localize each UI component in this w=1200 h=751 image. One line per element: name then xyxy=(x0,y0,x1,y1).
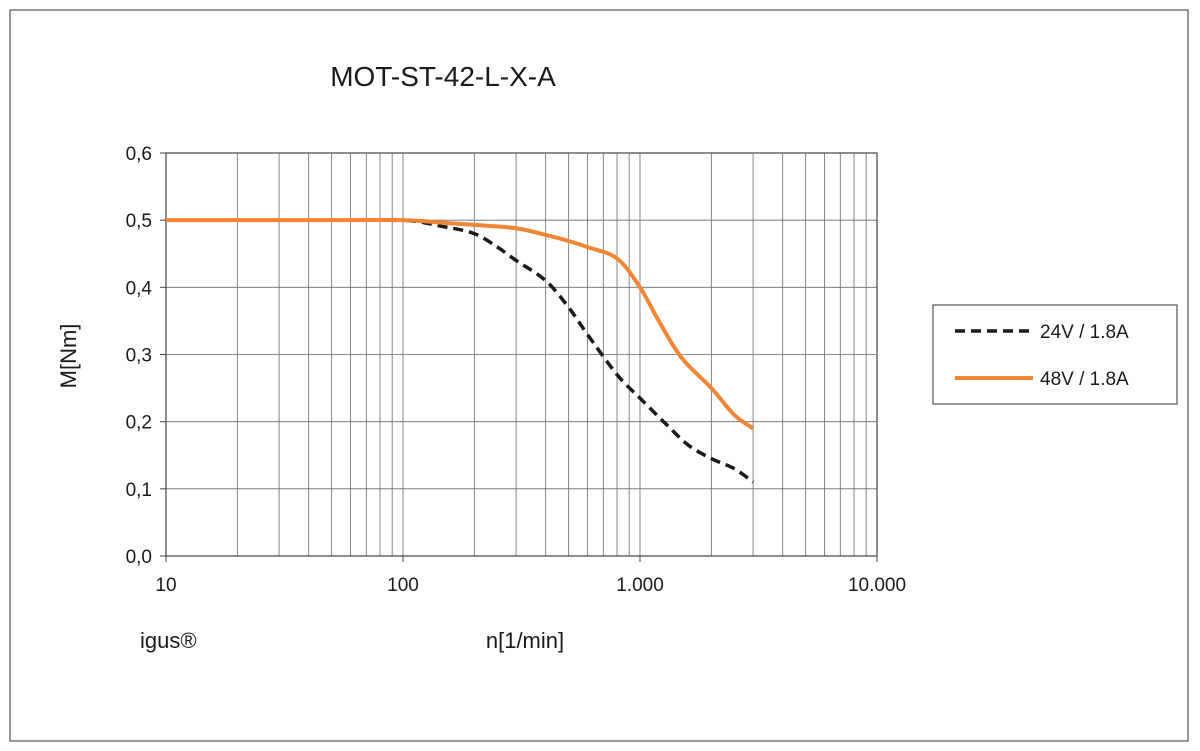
y-tick-label: 0,1 xyxy=(126,480,152,501)
y-tick-label: 0,3 xyxy=(126,346,152,367)
y-tick-label: 0,2 xyxy=(126,413,152,434)
y-axis-ticks: 0,0 0,1 0,2 0,3 0,4 0,5 0,6 xyxy=(126,144,166,568)
series-line-2 xyxy=(166,217,755,431)
chart-title: MOT-ST-42-L-X-A xyxy=(330,61,556,92)
x-tick-label: 100 xyxy=(387,575,419,596)
y-axis-label: M[Nm] xyxy=(56,324,81,389)
y-tick-label: 0,5 xyxy=(126,211,152,232)
x-tick-label: 1.000 xyxy=(616,575,664,596)
x-axis-ticks: 10 100 1.000 10.000 xyxy=(155,556,906,596)
y-tick-label: 0,4 xyxy=(126,278,153,299)
x-tick-label: 10.000 xyxy=(848,575,906,596)
legend: 24V / 1.8A 48V / 1.8A xyxy=(932,304,1178,405)
legend-box xyxy=(932,304,1178,405)
x-tick-label: 10 xyxy=(155,575,176,596)
series-layer xyxy=(166,217,755,484)
legend-label-2: 48V / 1.8A xyxy=(1040,369,1129,390)
legend-label-1: 24V / 1.8A xyxy=(1040,322,1129,343)
y-tick-label: 0,6 xyxy=(126,144,152,165)
y-tick-label: 0,0 xyxy=(126,547,152,568)
igus-brand-label: igus® xyxy=(140,628,197,653)
x-axis-label: n[1/min] xyxy=(486,628,564,653)
